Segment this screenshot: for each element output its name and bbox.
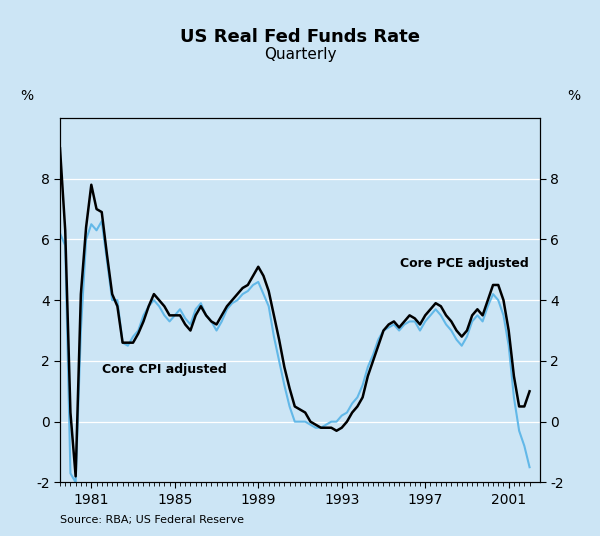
Text: %: % [20, 90, 33, 103]
Text: %: % [567, 90, 580, 103]
Text: Quarterly: Quarterly [264, 47, 336, 62]
Text: Core CPI adjusted: Core CPI adjusted [102, 363, 226, 376]
Text: US Real Fed Funds Rate: US Real Fed Funds Rate [180, 27, 420, 46]
Text: Core PCE adjusted: Core PCE adjusted [400, 257, 529, 270]
Text: Source: RBA; US Federal Reserve: Source: RBA; US Federal Reserve [60, 515, 244, 525]
